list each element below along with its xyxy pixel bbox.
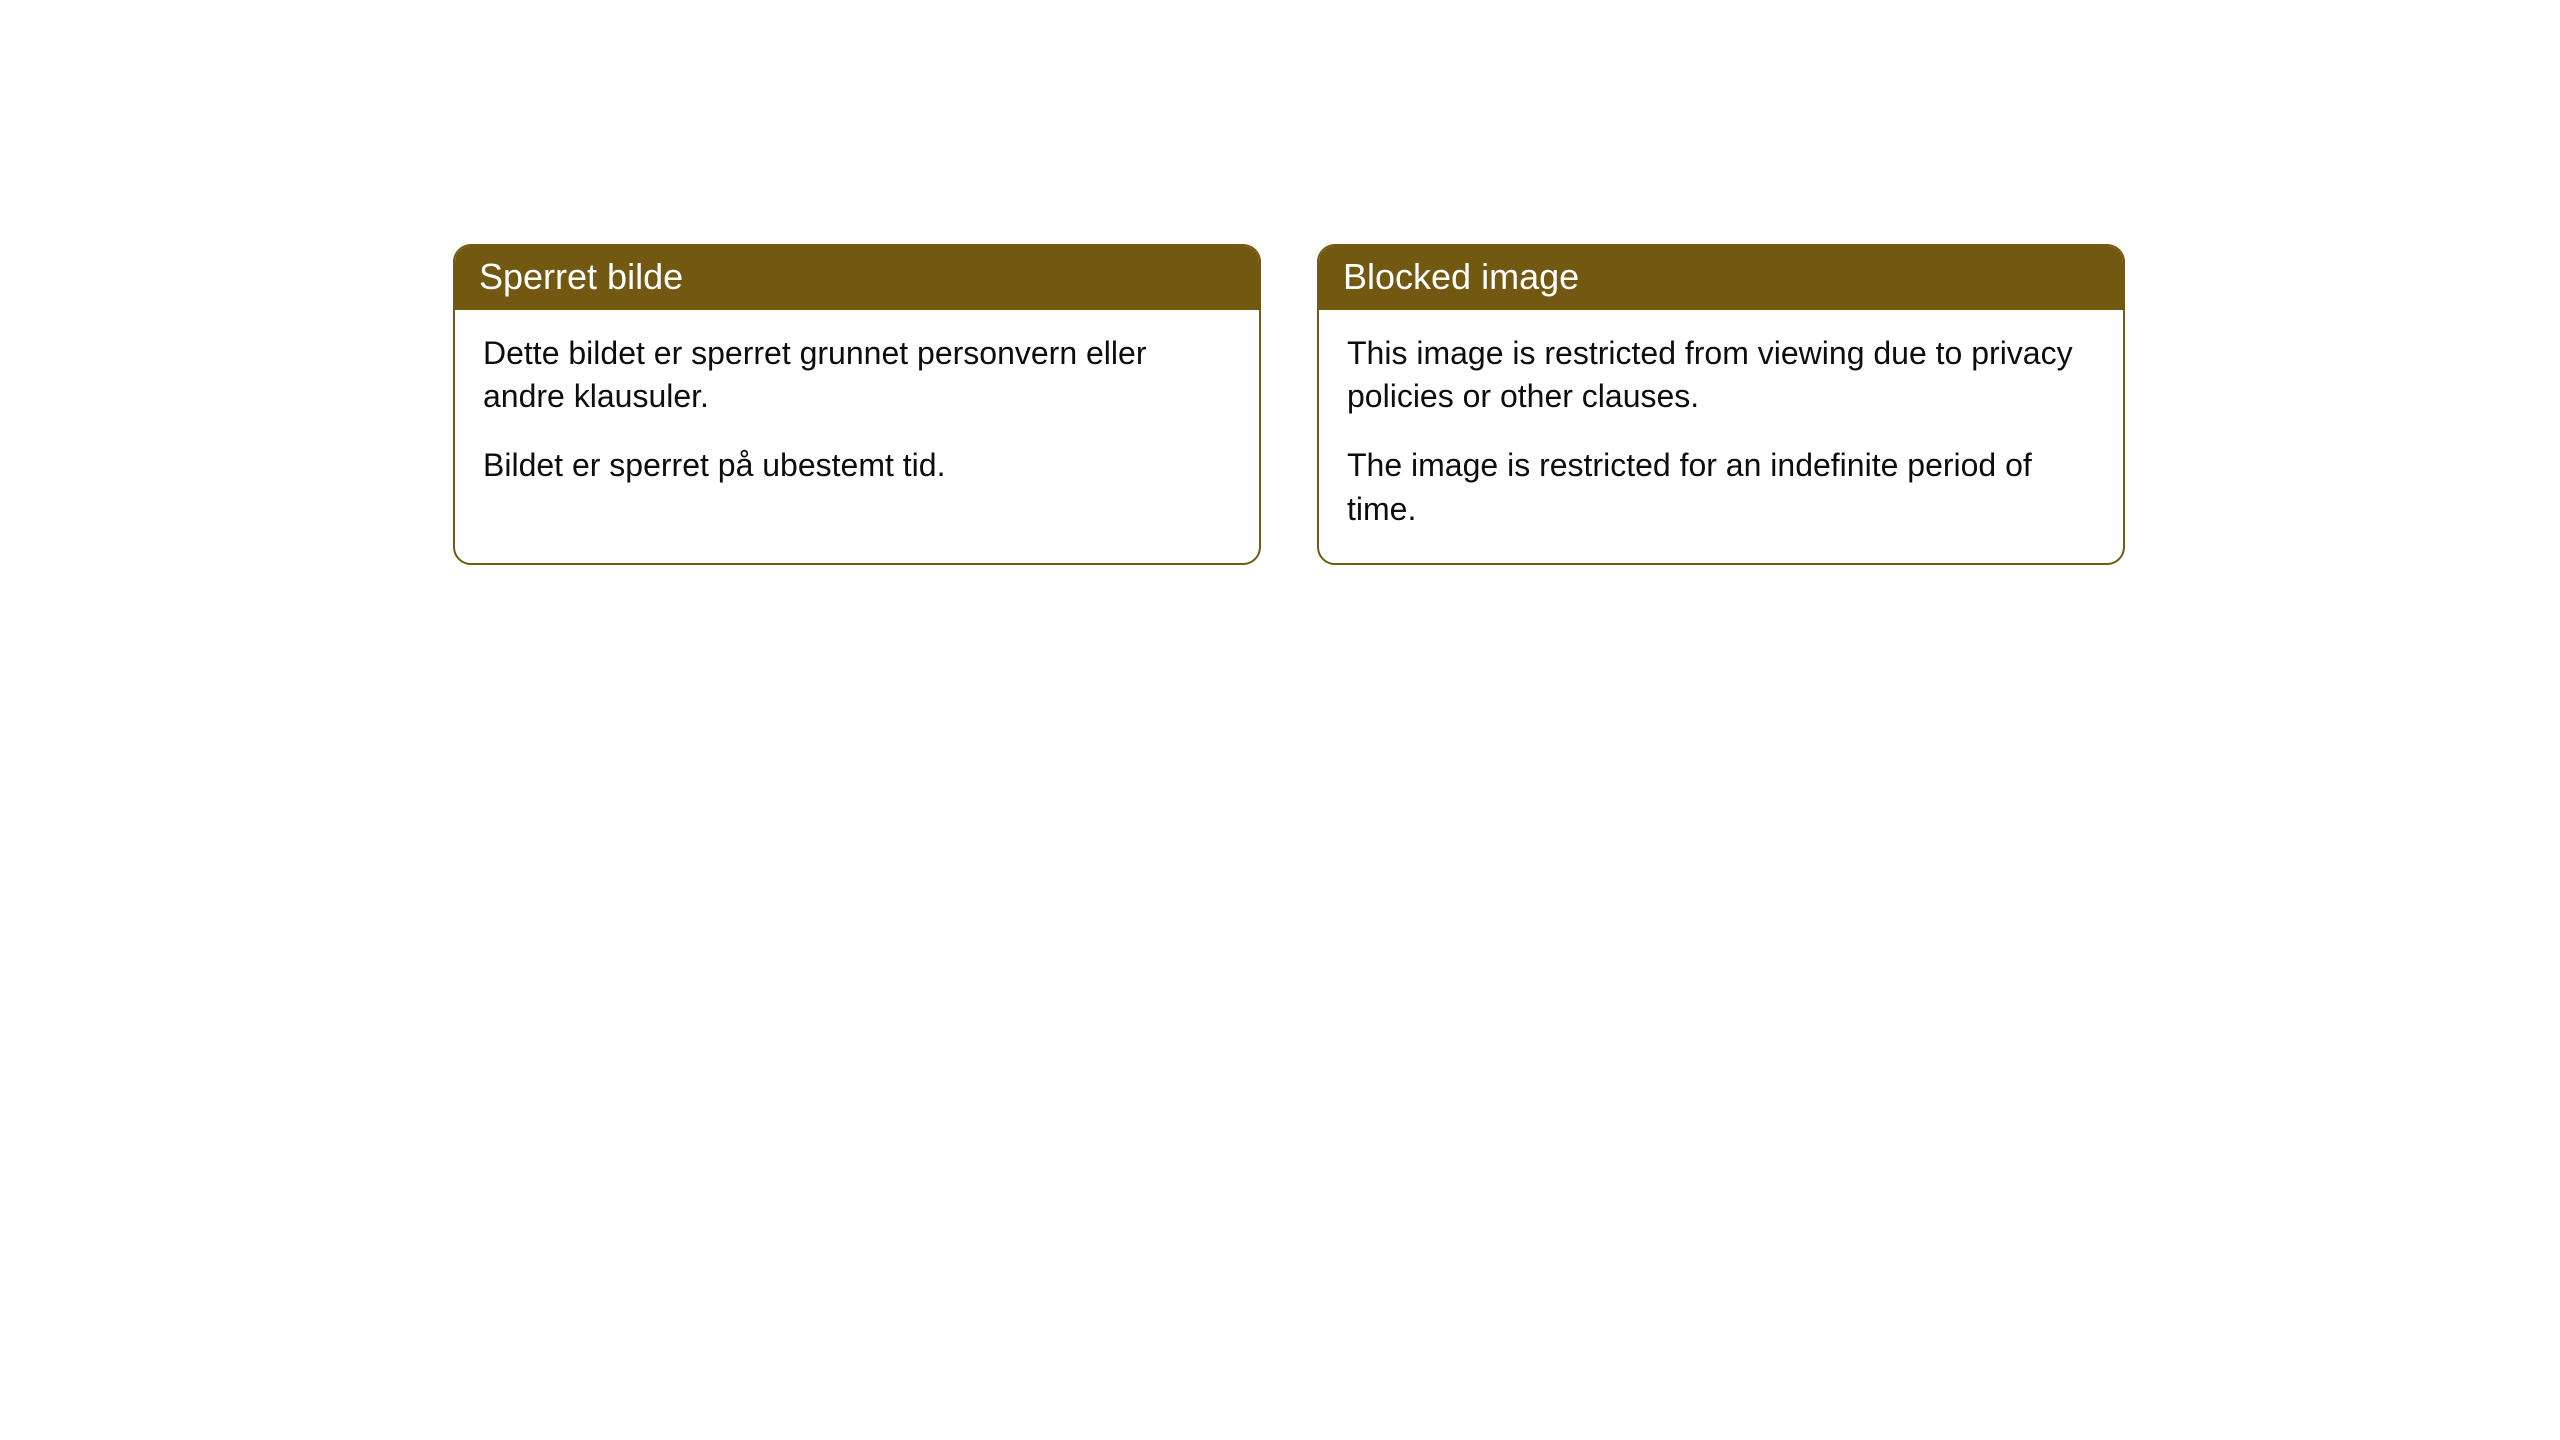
notice-cards-container: Sperret bilde Dette bildet er sperret gr…	[453, 244, 2125, 565]
card-paragraph: The image is restricted for an indefinit…	[1347, 444, 2095, 530]
card-header: Sperret bilde	[455, 246, 1259, 310]
card-header: Blocked image	[1319, 246, 2123, 310]
card-paragraph: Dette bildet er sperret grunnet personve…	[483, 332, 1231, 418]
blocked-image-card-no: Sperret bilde Dette bildet er sperret gr…	[453, 244, 1261, 565]
card-body: Dette bildet er sperret grunnet personve…	[455, 310, 1259, 520]
blocked-image-card-en: Blocked image This image is restricted f…	[1317, 244, 2125, 565]
card-paragraph: This image is restricted from viewing du…	[1347, 332, 2095, 418]
card-paragraph: Bildet er sperret på ubestemt tid.	[483, 444, 1231, 487]
card-body: This image is restricted from viewing du…	[1319, 310, 2123, 563]
